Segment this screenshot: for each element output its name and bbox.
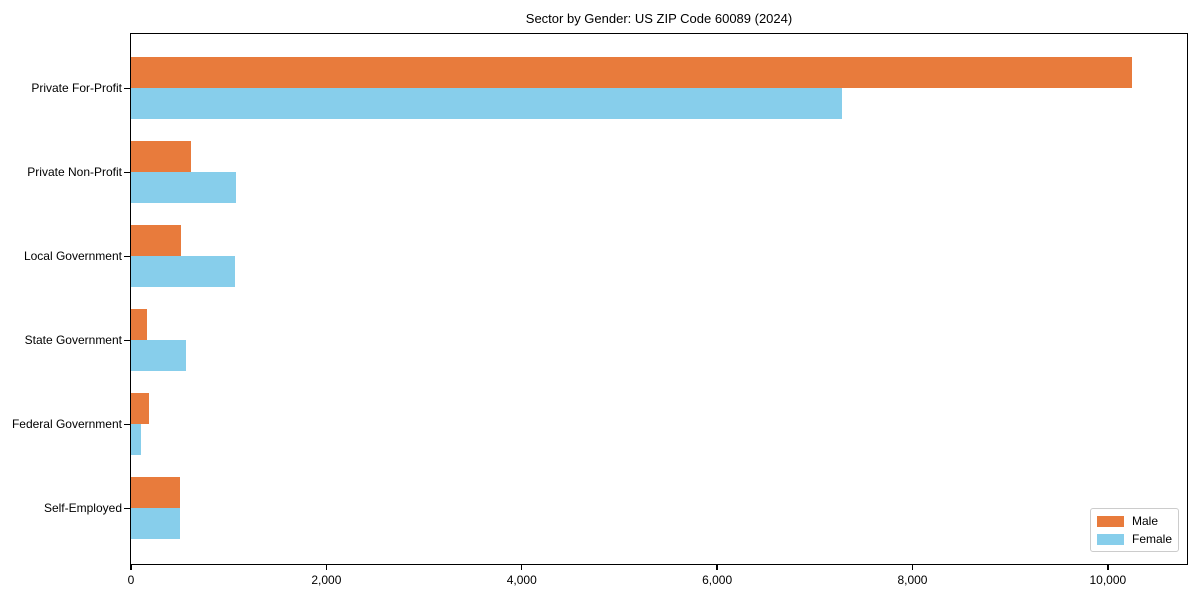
bar-female-private-non-profit [131, 171, 236, 203]
legend-item-male: Male [1097, 514, 1171, 528]
x-tick-label-2000: 2,000 [311, 573, 342, 587]
x-tick-mark [130, 565, 132, 570]
bar-male-local-government [131, 224, 181, 256]
x-tick-mark [716, 565, 718, 570]
chart-title: Sector by Gender: US ZIP Code 60089 (202… [525, 11, 793, 26]
bar-female-local-government [131, 255, 235, 287]
y-axis-ticks [122, 33, 130, 565]
bar-female-private-for-profit [131, 87, 843, 119]
x-axis-ticks: 0 2,000 4,000 6,000 8,000 10,000 [0, 565, 1200, 595]
bar-female-self-employed [131, 507, 180, 539]
x-tick-mark [911, 565, 914, 570]
x-tick-label-4000: 4,000 [506, 573, 537, 587]
y-axis-label-self-employed: Self-Employed [43, 501, 122, 515]
y-axis-label-private-non-profit: Private Non-Profit [27, 165, 122, 179]
y-tick-mark [124, 171, 130, 173]
y-axis-label-federal-government: Federal Government [11, 417, 122, 431]
x-tick-label-10000: 10,000 [1089, 573, 1127, 587]
y-tick-mark [124, 87, 130, 89]
legend-swatch-male [1097, 515, 1124, 527]
bar-female-state-government [131, 339, 186, 371]
y-tick-mark [124, 423, 130, 425]
legend-item-female: Female [1097, 532, 1173, 546]
bar-male-private-for-profit [131, 56, 1133, 88]
y-tick-mark [124, 507, 130, 509]
y-axis-label-private-for-profit: Private For-Profit [31, 81, 122, 95]
bar-male-self-employed [131, 476, 180, 508]
bar-male-private-non-profit [131, 140, 191, 172]
x-tick-mark [1107, 565, 1109, 570]
x-tick-label-0: 0 [127, 573, 135, 587]
x-tick-mark [325, 565, 328, 570]
x-tick-mark [520, 565, 523, 570]
y-tick-mark [124, 255, 130, 257]
legend-label-male: Male [1132, 514, 1159, 528]
legend-swatch-female [1097, 533, 1124, 545]
x-tick-label-8000: 8,000 [897, 573, 928, 587]
y-axis-label-state-government: State Government [24, 333, 122, 347]
bar-male-state-government [131, 308, 147, 340]
plot-area [130, 33, 1188, 565]
bar-female-federal-government [131, 423, 141, 455]
y-axis-labels: Private For-Profit Private Non-Profit Loca… [0, 33, 122, 565]
bar-male-federal-government [131, 392, 149, 424]
legend: Male Female [1090, 508, 1179, 552]
y-tick-mark [124, 339, 130, 341]
y-axis-label-local-government: Local Government [23, 249, 122, 263]
legend-label-female: Female [1132, 532, 1173, 546]
x-tick-label-6000: 6,000 [702, 573, 733, 587]
